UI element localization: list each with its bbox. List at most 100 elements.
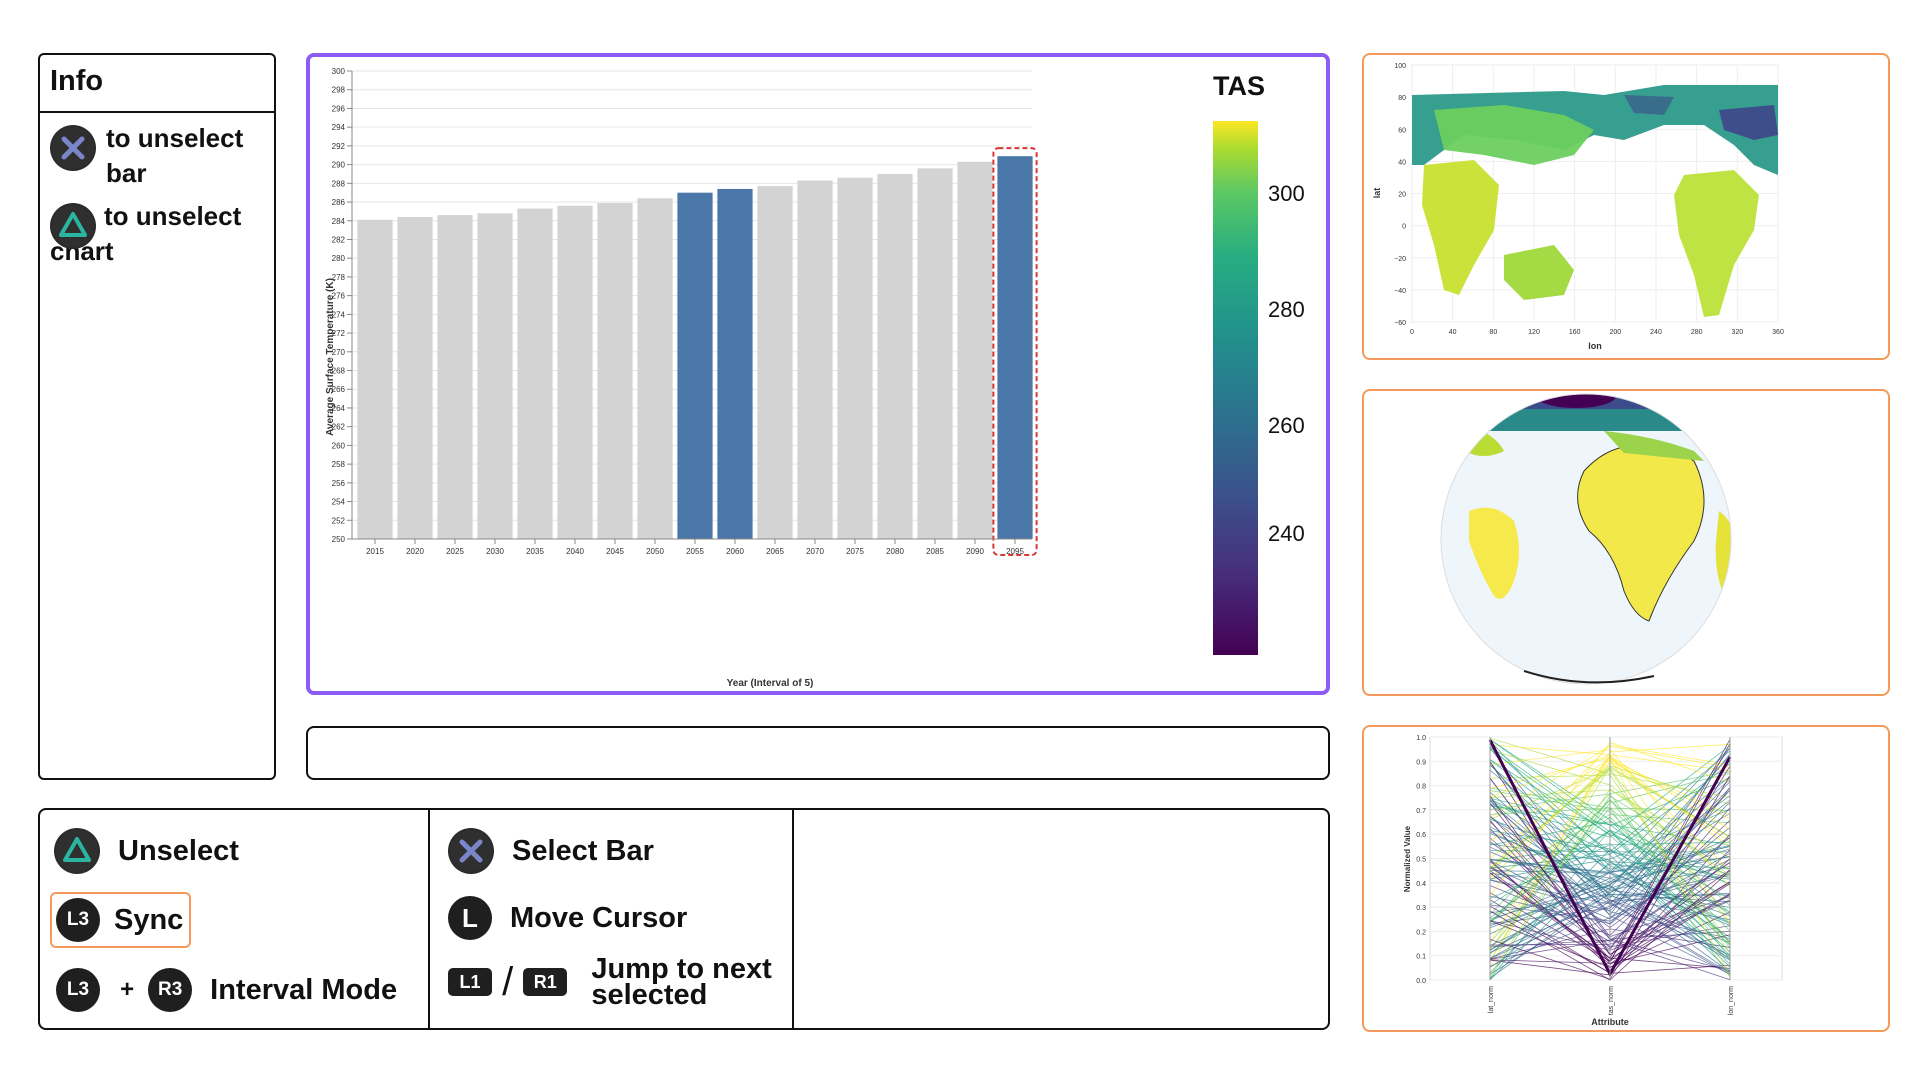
bar-2040[interactable] <box>557 205 593 539</box>
bar-chart[interactable]: 250 252 254 256 258 260 262 264 266 268 270 272 274 2… <box>310 57 1326 691</box>
bar-2030[interactable] <box>477 213 513 539</box>
x-tick-label: 2070 <box>806 547 824 556</box>
x-tick-label: 2080 <box>886 547 904 556</box>
y-tick-label: 252 <box>332 516 346 525</box>
legend-tick-label: 300 <box>1268 181 1305 206</box>
map-x-tick-label: 120 <box>1528 329 1540 336</box>
y-tick-label: 282 <box>332 235 346 244</box>
bar-2070[interactable] <box>797 180 833 539</box>
bar-2015[interactable] <box>357 219 393 539</box>
triangle-button-icon <box>54 828 100 874</box>
legend-colorbar <box>1213 121 1258 655</box>
map-land-region <box>1674 170 1759 317</box>
x-tick-label: 2095 <box>1006 547 1024 556</box>
y-tick-label: 270 <box>332 348 346 357</box>
y-tick-label: 274 <box>332 310 346 319</box>
bar-chart-panel[interactable]: 250 252 254 256 258 260 262 264 266 268 270 272 274 2… <box>306 53 1330 695</box>
info-unselect-chart: to unselect chart <box>50 199 270 269</box>
pcp-x-axis-title: Attribute <box>1591 1017 1629 1027</box>
map-land-region <box>1504 245 1574 300</box>
control-interval-mode-label: Interval Mode <box>210 973 398 1006</box>
control-sync: L3 Sync <box>50 892 192 948</box>
map-land-region <box>1719 105 1778 140</box>
info-unselect-bar: to unselect bar <box>50 121 270 191</box>
x-tick-label: 2055 <box>686 547 704 556</box>
x-tick-label: 2035 <box>526 547 544 556</box>
bar-2050[interactable] <box>637 198 673 539</box>
bar-2020[interactable] <box>397 217 433 540</box>
parallel-coordinates-panel[interactable]: 1.0 0.9 0.8 0.7 0.6 0.5 0.4 0.3 0.2 0.1 0.0 lat_no… <box>1362 725 1890 1032</box>
y-tick-label: 254 <box>332 498 346 507</box>
pcp-axis-label: lat_norm <box>1488 986 1495 1013</box>
bar-selected-2060[interactable] <box>717 188 753 539</box>
x-tick-label: 2030 <box>486 547 504 556</box>
bar-2045[interactable] <box>597 202 633 539</box>
l3-button-icon: L3 <box>56 968 100 1012</box>
focus-outline <box>992 147 1038 557</box>
y-tick-label: 298 <box>332 86 346 95</box>
r1-button-icon: R1 <box>523 968 568 996</box>
bar-2090[interactable] <box>957 161 993 539</box>
controls-panel: Unselect L3 Sync L3 + R3 Interval Mode Sel… <box>38 808 1330 1030</box>
pcp-y-tick-label: 0.0 <box>1416 978 1426 985</box>
bar-2085[interactable] <box>917 168 953 539</box>
map-y-tick-label: 20 <box>1398 192 1406 199</box>
y-tick-label: 300 <box>332 67 346 76</box>
y-tick-label: 286 <box>332 198 346 207</box>
map-land-region <box>1422 160 1499 295</box>
map-y-tick-label: 100 <box>1394 63 1406 70</box>
map-x-tick-label: 320 <box>1731 329 1743 336</box>
status-bar <box>306 726 1330 780</box>
left-stick-icon: L <box>448 896 492 940</box>
y-axis-title: Average Surface Temperature (K) <box>325 278 336 436</box>
bar-2065[interactable] <box>757 186 793 540</box>
y-tick-label: 260 <box>332 441 346 450</box>
pcp-y-tick-label: 0.2 <box>1416 929 1426 936</box>
x-tick-label: 2090 <box>966 547 984 556</box>
control-sync-label: Sync <box>114 903 184 936</box>
pcp-y-tick-label: 0.9 <box>1416 759 1426 766</box>
map-scatter-panel[interactable]: 0 40 80 120 160 200 240 280 320 360 100 80 60 40 20 0−… <box>1362 53 1890 360</box>
y-tick-label: 272 <box>332 329 346 338</box>
pcp-axis-label: tas_norm <box>1608 986 1615 1015</box>
control-jump-next-line1: Jump to next <box>591 953 772 985</box>
y-tick-label: 292 <box>332 142 346 151</box>
x-tick-label: 2075 <box>846 547 864 556</box>
control-jump-next-line2: selected <box>591 979 708 1011</box>
bar-2025[interactable] <box>437 215 473 540</box>
map-y-tick-label: 40 <box>1398 159 1406 166</box>
controls-divider <box>428 810 430 1028</box>
bar-selected-2095[interactable] <box>997 156 1033 539</box>
control-interval-mode: L3 + R3 Interval Mode <box>56 968 397 1012</box>
map-x-tick-label: 80 <box>1489 329 1497 336</box>
pcp-y-tick-label: 0.4 <box>1416 881 1426 888</box>
bar-2035[interactable] <box>517 208 553 540</box>
x-tick-label: 2015 <box>366 547 384 556</box>
y-tick-label: 296 <box>332 104 346 113</box>
pcp-y-tick-label: 0.3 <box>1416 905 1426 912</box>
x-tick-label: 2060 <box>726 547 744 556</box>
map-scatter-chart[interactable]: 0 40 80 120 160 200 240 280 320 360 100806040200−… <box>1364 55 1888 358</box>
bar-selected-2055[interactable] <box>677 192 713 539</box>
x-tick-label: 2065 <box>766 547 784 556</box>
bar-2080[interactable] <box>877 173 913 539</box>
parallel-coordinates-chart[interactable]: 1.0 0.9 0.8 0.7 0.6 0.5 0.4 0.3 0.2 0.1 0.0 lat_no… <box>1364 727 1888 1030</box>
map-x-tick-label: 360 <box>1772 329 1784 336</box>
x-tick-label: 2050 <box>646 547 664 556</box>
control-move-cursor: L Move Cursor <box>448 896 687 940</box>
pcp-y-tick-label: 0.1 <box>1416 954 1426 961</box>
map-data-points <box>1412 85 1778 317</box>
y-tick-label: 284 <box>332 217 346 226</box>
bar-2075[interactable] <box>837 177 873 539</box>
triangle-button-icon <box>50 203 96 249</box>
y-tick-label: 262 <box>332 423 346 432</box>
cross-button-icon <box>50 125 96 171</box>
x-axis-title: Year (Interval of 5) <box>727 678 814 689</box>
legend-tick-label: 280 <box>1268 297 1305 322</box>
x-tick-label: 2040 <box>566 547 584 556</box>
globe-panel[interactable] <box>1362 389 1890 696</box>
control-select-bar-label: Select Bar <box>512 834 654 867</box>
x-tick-label: 2020 <box>406 547 424 556</box>
globe-chart[interactable] <box>1364 391 1888 694</box>
cross-button-icon <box>448 828 494 874</box>
